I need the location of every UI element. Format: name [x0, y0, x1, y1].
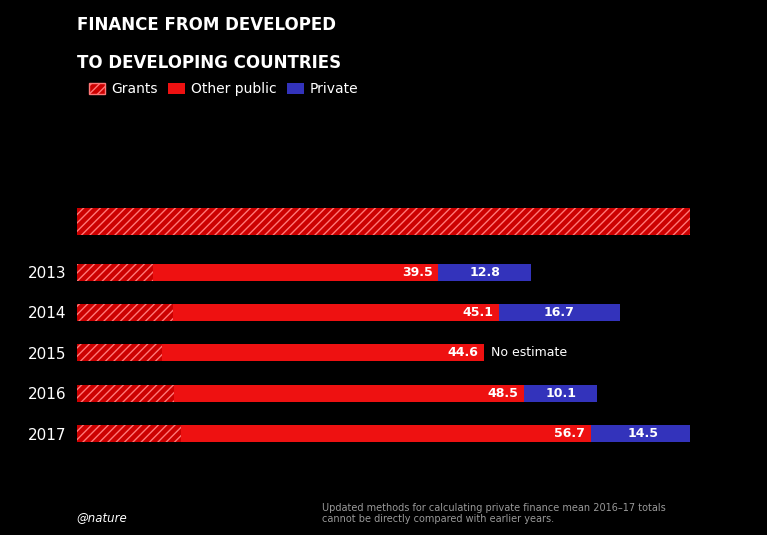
- Text: 39.5: 39.5: [402, 265, 433, 279]
- Text: 45.1: 45.1: [463, 306, 493, 319]
- Bar: [77, 385, 174, 402]
- Bar: [77, 208, 767, 235]
- Bar: [77, 425, 181, 442]
- Bar: [77, 385, 174, 402]
- Text: Updated methods for calculating private finance mean 2016–17 totals
cannot be di: Updated methods for calculating private …: [322, 503, 666, 524]
- Bar: [77, 345, 162, 362]
- Bar: [173, 304, 499, 321]
- Text: 16.7: 16.7: [544, 306, 574, 319]
- Text: 44.6: 44.6: [447, 347, 478, 360]
- Bar: [77, 264, 153, 280]
- Text: @nature: @nature: [77, 511, 127, 524]
- Bar: [525, 385, 597, 402]
- Bar: [439, 264, 531, 280]
- Text: No estimate: No estimate: [491, 347, 567, 360]
- Bar: [153, 264, 439, 280]
- Bar: [77, 208, 767, 235]
- Text: TO DEVELOPING COUNTRIES: TO DEVELOPING COUNTRIES: [77, 54, 341, 72]
- Bar: [77, 304, 173, 321]
- Bar: [499, 304, 620, 321]
- Text: FINANCE FROM DEVELOPED: FINANCE FROM DEVELOPED: [77, 16, 336, 34]
- Bar: [77, 304, 173, 321]
- Text: 56.7: 56.7: [554, 427, 585, 440]
- Bar: [77, 425, 181, 442]
- Bar: [77, 345, 162, 362]
- Bar: [174, 385, 525, 402]
- Text: 12.8: 12.8: [469, 265, 500, 279]
- Text: 48.5: 48.5: [488, 387, 518, 400]
- Bar: [591, 425, 696, 442]
- Legend: Grants, Other public, Private: Grants, Other public, Private: [83, 77, 364, 102]
- Bar: [162, 345, 484, 362]
- Bar: [77, 264, 153, 280]
- Text: 14.5: 14.5: [627, 427, 659, 440]
- Text: 10.1: 10.1: [545, 387, 576, 400]
- Bar: [181, 425, 591, 442]
